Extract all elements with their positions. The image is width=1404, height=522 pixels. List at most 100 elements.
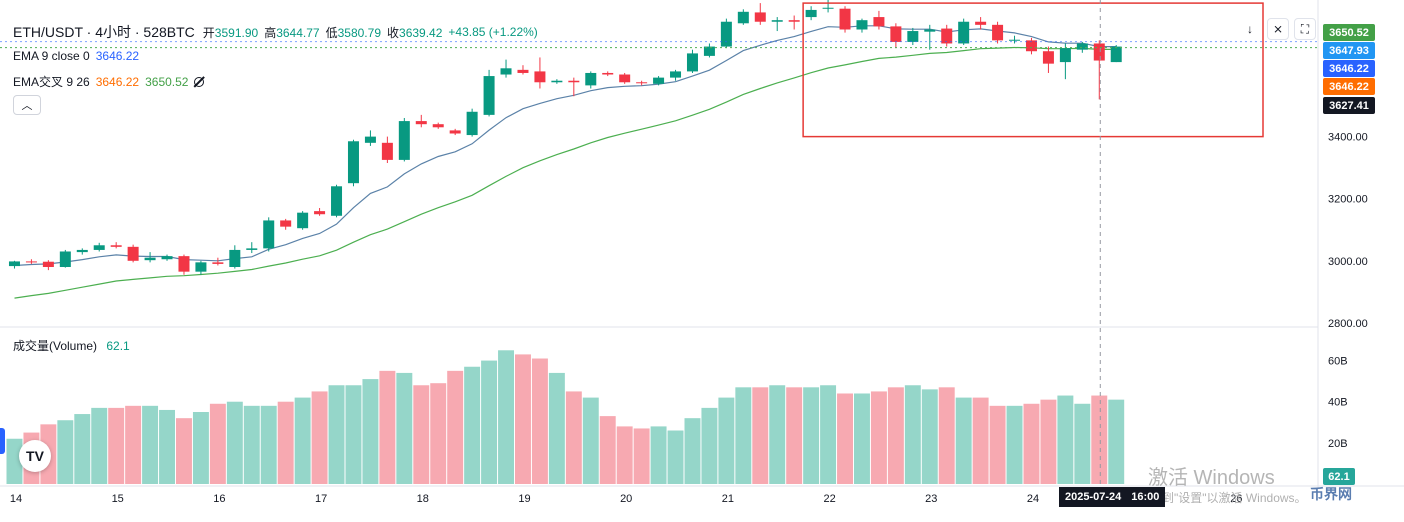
fast-ema-price-tag: 3646.22 bbox=[1323, 78, 1375, 95]
volume-bar bbox=[1074, 403, 1091, 484]
close-value: 3639.42 bbox=[399, 25, 443, 40]
volume-bar bbox=[887, 387, 904, 484]
volume-bar bbox=[1108, 399, 1125, 484]
volume-bar bbox=[6, 438, 23, 484]
candle-body bbox=[398, 121, 410, 160]
ema-fast-line bbox=[14, 25, 1117, 267]
high-value: 3644.77 bbox=[276, 25, 320, 40]
candle-layer bbox=[8, 0, 1122, 275]
collapse-legend-button[interactable]: ︿ bbox=[13, 95, 41, 115]
high-price-tag: 3647.93 bbox=[1323, 42, 1375, 59]
ema9-price-tag: 3646.22 bbox=[1323, 60, 1375, 77]
volume-bar bbox=[430, 383, 447, 484]
volume-bar bbox=[854, 393, 870, 484]
volume-bar bbox=[752, 387, 769, 484]
volume-bar bbox=[192, 412, 209, 484]
ohlc-legend: ETH/USDT · 4小时 · 528BTC 开3591.90 高3644.7… bbox=[13, 22, 538, 42]
low-value: 3580.79 bbox=[337, 25, 381, 40]
candle-body bbox=[127, 246, 139, 261]
candle-body bbox=[670, 71, 682, 78]
candle-body bbox=[839, 8, 851, 30]
candle-body bbox=[415, 121, 427, 125]
download-button[interactable]: ↓ bbox=[1239, 18, 1261, 40]
volume-value: 62.1 bbox=[106, 339, 130, 353]
tradingview-logo-icon[interactable]: TV bbox=[19, 440, 51, 472]
candle-body bbox=[466, 111, 478, 136]
ema-cross-label: EMA交叉 9 26 bbox=[13, 75, 90, 89]
volume-bar bbox=[1040, 399, 1057, 484]
volume-bar bbox=[582, 397, 599, 484]
volume-bar bbox=[972, 397, 989, 484]
time-tick-label: 19 bbox=[518, 493, 530, 505]
ema-cross-slow-value: 3650.52 bbox=[145, 74, 189, 89]
left-edge-tab[interactable] bbox=[0, 428, 5, 454]
candle-body bbox=[144, 257, 156, 261]
volume-bar bbox=[108, 407, 125, 484]
volume-bar bbox=[955, 397, 972, 484]
volume-bar bbox=[735, 387, 752, 484]
volume-bar bbox=[701, 407, 718, 484]
candle-body bbox=[517, 69, 529, 73]
candle-body bbox=[76, 249, 88, 253]
refresh-icon: ⛶ bbox=[1300, 21, 1310, 36]
windows-activation-watermark: 激活 Windows bbox=[1148, 467, 1275, 489]
volume-bar bbox=[74, 414, 91, 484]
windows-activation-subtext: 转到"设置"以激活 Windows。 bbox=[1150, 491, 1307, 505]
collapse-pane-button[interactable]: ⨯ bbox=[1267, 18, 1289, 40]
candle-body bbox=[975, 21, 987, 25]
candle-body bbox=[347, 141, 359, 184]
candle-body bbox=[110, 245, 122, 247]
candle-body bbox=[1009, 39, 1021, 41]
volume-bar bbox=[260, 405, 277, 484]
ema9-label: EMA 9 close 0 bbox=[13, 49, 90, 63]
candle-body bbox=[788, 20, 800, 22]
candle-body bbox=[720, 21, 732, 47]
volume-bar bbox=[311, 391, 328, 484]
candle-body bbox=[161, 256, 173, 260]
ema9-legend[interactable]: EMA 9 close 0 3646.22 bbox=[13, 49, 139, 63]
candle-body bbox=[1042, 51, 1054, 64]
symbol-title[interactable]: ETH/USDT · 4小时 · 528BTC bbox=[13, 24, 195, 40]
axis-layer: 2800.00 3000.00 3200.00 3400.00 20B 40B 60B 14 1… bbox=[10, 132, 1368, 505]
candle-body bbox=[873, 17, 885, 27]
volume-bar bbox=[786, 387, 803, 484]
volume-layer bbox=[6, 350, 1125, 484]
candle-body bbox=[771, 20, 783, 22]
candle-body bbox=[8, 261, 20, 267]
maximize-button[interactable]: ⛶ bbox=[1294, 18, 1316, 40]
price-tick-label: 3000.00 bbox=[1328, 256, 1368, 268]
candle-body bbox=[381, 142, 393, 160]
volume-bar bbox=[1023, 403, 1040, 484]
eye-hidden-icon[interactable] bbox=[194, 76, 205, 87]
candle-body bbox=[686, 53, 698, 72]
crosshair-time: 16:00 bbox=[1131, 491, 1160, 503]
candle-body bbox=[890, 26, 902, 42]
candle-body bbox=[754, 12, 766, 22]
volume-bar bbox=[176, 418, 192, 484]
volume-bar bbox=[769, 385, 786, 484]
candle-body bbox=[297, 212, 309, 229]
volume-bar bbox=[345, 385, 362, 484]
volume-bar bbox=[243, 405, 260, 484]
volume-legend[interactable]: 成交量(Volume) 62.1 bbox=[13, 337, 130, 354]
volume-bar bbox=[837, 393, 853, 484]
volume-bar bbox=[938, 387, 955, 484]
volume-bar bbox=[989, 405, 1006, 484]
time-tick-label: 24 bbox=[1027, 493, 1039, 505]
candle-body bbox=[534, 71, 546, 83]
candle-body bbox=[331, 186, 343, 216]
candle-body bbox=[314, 211, 326, 215]
candle-body bbox=[280, 220, 292, 227]
time-tick-label: 23 bbox=[925, 493, 937, 505]
volume-bar bbox=[667, 430, 684, 484]
time-tick-label: 21 bbox=[722, 493, 734, 505]
candle-body bbox=[1076, 43, 1088, 50]
crosshair-date: 2025-07-24 bbox=[1065, 491, 1122, 503]
volume-bar bbox=[396, 372, 413, 484]
candle-body bbox=[636, 82, 648, 84]
ema-cross-legend[interactable]: EMA交叉 9 26 3646.22 3650.52 bbox=[13, 73, 205, 90]
site-badge: 币界网 bbox=[1310, 486, 1352, 502]
volume-bar bbox=[498, 350, 514, 484]
candle-body bbox=[483, 76, 495, 115]
